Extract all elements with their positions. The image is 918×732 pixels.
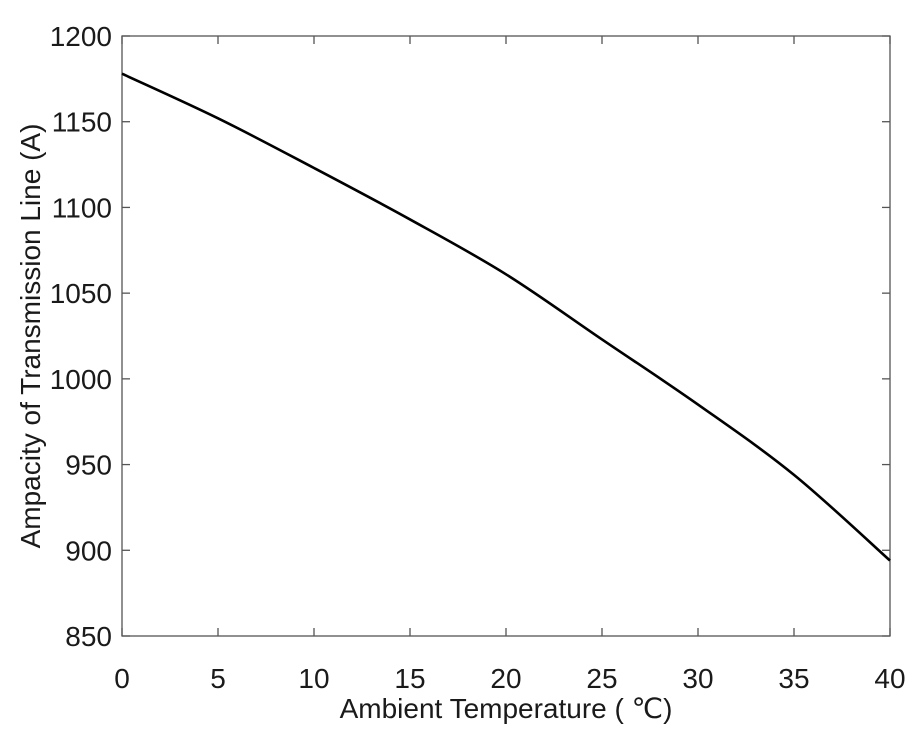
y-tick-label: 1050 [50,278,112,309]
x-tick-label: 20 [490,663,521,694]
x-tick-label: 10 [298,663,329,694]
x-tick-label: 25 [586,663,617,694]
y-tick-label: 1150 [52,107,112,138]
y-axis-label: Ampacity of Transmission Line (A) [15,124,46,549]
y-tick-label: 850 [65,621,112,652]
x-tick-label: 35 [778,663,809,694]
axes-box [121,35,891,637]
y-tick-label: 950 [65,450,112,481]
x-tick-label: 30 [682,663,713,694]
y-tick-label: 1000 [50,364,112,395]
y-tick-label: 1100 [52,192,112,223]
y-tick-label: 1200 [50,21,112,52]
x-tick-label: 0 [114,663,130,694]
x-tick-label: 40 [874,663,905,694]
x-tick-label: 5 [210,663,226,694]
x-tick-label: 15 [394,663,425,694]
x-axis-label: Ambient Temperature ( ℃) [340,693,673,724]
y-tick-label: 900 [65,535,112,566]
ampacity-curve [121,72,891,562]
